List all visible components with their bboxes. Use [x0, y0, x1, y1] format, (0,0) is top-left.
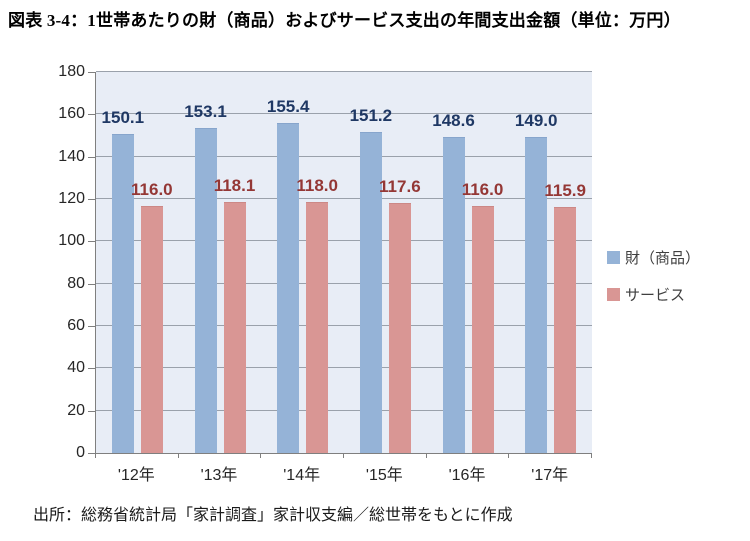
- bar-value-label: 118.0: [296, 176, 338, 196]
- gridline: [96, 240, 592, 242]
- bar-slot: 150.1: [102, 72, 144, 453]
- y-tick-label: 120: [58, 190, 85, 207]
- bar-slot: 149.0: [515, 72, 557, 453]
- bar-slot: 153.1: [184, 72, 227, 453]
- category-group: 155.4 118.0: [261, 72, 344, 453]
- bar: [554, 206, 577, 453]
- y-tick-mark-icon: [88, 453, 95, 454]
- bar: [359, 131, 382, 453]
- y-tick-mark-icon: [88, 72, 95, 73]
- y-tick-label: 0: [76, 444, 85, 461]
- x-tick-mark-icon: [508, 453, 510, 458]
- x-tick-mark-icon: [260, 453, 262, 458]
- x-category-label: '15年: [365, 467, 403, 484]
- y-tick-label: 140: [58, 147, 85, 165]
- bar-value-label: 155.4: [266, 97, 310, 117]
- gridline: [96, 367, 592, 369]
- bar: [471, 206, 494, 453]
- figure-title: 図表 3-4：1世帯あたりの財（商品）およびサービス支出の年間支出金額（単位：万…: [8, 11, 681, 30]
- bar-slot: 116.0: [462, 72, 503, 453]
- bar-value-label: 116.0: [461, 180, 504, 200]
- x-category-label: '13年: [200, 467, 238, 484]
- x-tick-mark-icon: [343, 453, 344, 458]
- bar-value-label: 153.1: [184, 101, 227, 121]
- bar-value-label: 151.2: [349, 105, 393, 125]
- bar-slot: 118.1: [214, 72, 255, 453]
- y-tick-label: 80: [67, 274, 85, 292]
- y-tick-label: 60: [67, 317, 85, 334]
- legend-swatch-goods-icon: [607, 251, 620, 264]
- y-axis: 0 20 40 60 80 100 120 140 160 180: [0, 63, 85, 461]
- legend-label-services: サービス: [625, 287, 686, 304]
- gridline: [96, 71, 592, 72]
- bar-value-label: 150.1: [101, 108, 145, 128]
- category-group: 149.0 115.9: [509, 72, 592, 453]
- bar-slot: 116.0: [131, 72, 173, 453]
- gridline: [96, 282, 592, 284]
- category-group: 151.2 117.6: [344, 72, 427, 453]
- y-tick-mark-icon: [88, 283, 95, 285]
- gridline: [96, 409, 592, 411]
- bar-value-label: 149.0: [514, 110, 558, 130]
- bar: [525, 136, 548, 453]
- y-tick-mark-icon: [88, 326, 95, 327]
- legend-item-services: サービス: [607, 284, 700, 305]
- legend-label-goods: 財（商品）: [625, 250, 701, 267]
- legend-item-goods: 財（商品）: [607, 247, 700, 268]
- y-tick-label: 40: [67, 359, 85, 377]
- bar-value-label: 116.0: [131, 180, 173, 200]
- bar-value-label: 118.1: [213, 176, 256, 196]
- y-tick-label: 160: [58, 105, 85, 123]
- bar: [194, 127, 217, 453]
- x-category-label: '12年: [117, 467, 155, 484]
- bar: [442, 137, 465, 453]
- bar-slot: 155.4: [267, 72, 309, 453]
- bar: [388, 203, 411, 453]
- y-tick-label: 100: [58, 232, 85, 250]
- source-note: 出所：総務省統計局「家計調査」家計収支編／総世帯をもとに作成: [33, 507, 513, 524]
- gridline: [96, 198, 592, 199]
- y-tick-mark-icon: [88, 410, 95, 412]
- category-group: 150.1 116.0: [96, 72, 179, 453]
- bar-value-label: 148.6: [432, 111, 475, 131]
- bar-value-label: 117.6: [379, 177, 421, 197]
- x-tick-mark-icon: [425, 453, 427, 458]
- y-tick-label: 180: [58, 63, 85, 80]
- bar: [223, 202, 246, 453]
- gridline: [96, 325, 592, 326]
- bar-value-label: 115.9: [544, 180, 586, 200]
- x-tick-mark-icon: [95, 453, 96, 458]
- bar-slot: 118.0: [296, 72, 338, 453]
- bar: [277, 123, 300, 453]
- y-tick-mark-icon: [88, 114, 95, 116]
- x-axis: '12年 '13年 '14年 '15年 '16年 '17年: [95, 461, 591, 485]
- x-category-label: '17年: [531, 467, 569, 484]
- x-category-label: '14年: [283, 467, 321, 484]
- x-category-label: '16年: [448, 467, 486, 484]
- x-tick-mark-icon: [591, 453, 592, 458]
- plot-area: 150.1 116.0 153.1 118.1 155.4 118.0 151.2 117.6…: [95, 71, 592, 454]
- bar: [306, 202, 329, 453]
- bar-slot: 148.6: [432, 72, 475, 453]
- bar-slot: 115.9: [544, 72, 586, 453]
- bar: [140, 206, 163, 453]
- bar-slot: 151.2: [350, 72, 392, 453]
- y-tick-mark-icon: [88, 156, 95, 158]
- y-tick-mark-icon: [88, 368, 95, 370]
- bar-slot: 117.6: [379, 72, 421, 453]
- legend-swatch-services-icon: [607, 288, 620, 301]
- legend: 財（商品） サービス: [607, 247, 700, 305]
- bar: [111, 134, 134, 453]
- gridline: [96, 155, 592, 157]
- x-tick-mark-icon: [177, 453, 179, 458]
- y-tick-label: 20: [67, 401, 85, 419]
- category-group: 153.1 118.1: [179, 72, 262, 453]
- bars-row: 150.1 116.0 153.1 118.1 155.4 118.0 151.2 117.6…: [96, 72, 592, 453]
- y-tick-mark-icon: [88, 241, 95, 243]
- gridline: [96, 113, 592, 115]
- y-tick-mark-icon: [88, 199, 95, 200]
- category-group: 148.6 116.0: [427, 72, 510, 453]
